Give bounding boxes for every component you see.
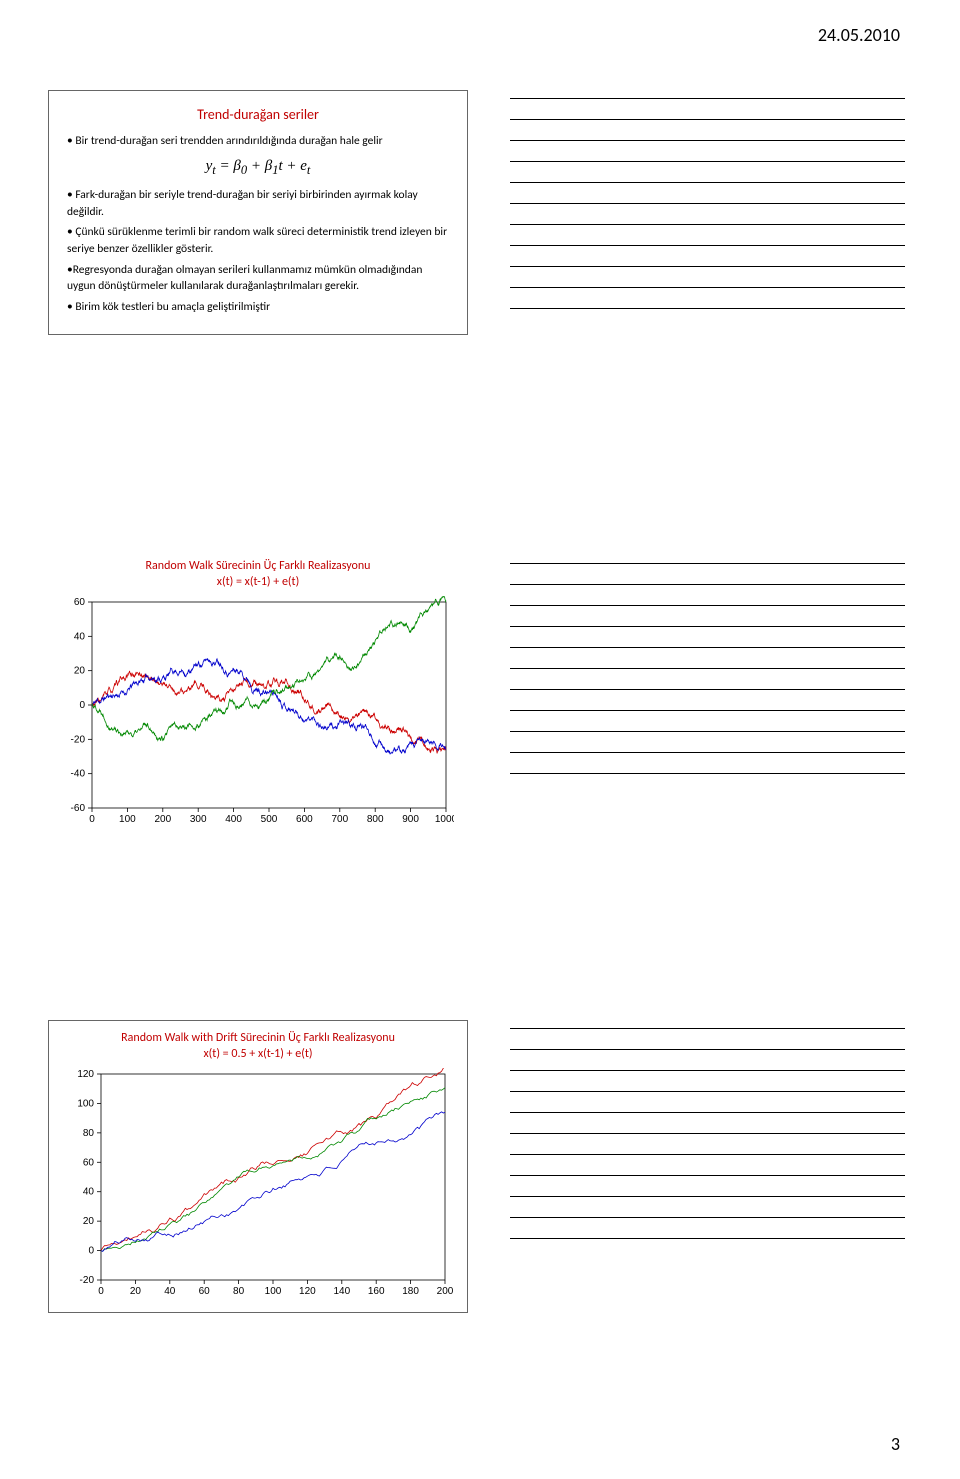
svg-text:80: 80 — [83, 1128, 95, 1139]
svg-text:160: 160 — [368, 1286, 385, 1297]
svg-text:100: 100 — [265, 1286, 282, 1297]
notes-block-1 — [510, 90, 905, 309]
chart-1-svg: -60-40-200204060010020030040050060070080… — [54, 596, 454, 826]
svg-text:40: 40 — [83, 1187, 95, 1198]
slide-1-bullet-5: • Birim kök testleri bu amaçla geliştiri… — [67, 299, 449, 316]
chart-1-title: Random Walk Sürecinin Üç Farklı Realizas… — [54, 559, 462, 590]
svg-text:-60: -60 — [71, 803, 86, 814]
svg-text:-20: -20 — [71, 735, 86, 746]
svg-text:300: 300 — [190, 814, 207, 825]
svg-text:100: 100 — [119, 814, 136, 825]
svg-text:800: 800 — [367, 814, 384, 825]
notes-block-3 — [510, 1020, 905, 1239]
svg-text:20: 20 — [74, 666, 86, 677]
svg-text:700: 700 — [331, 814, 348, 825]
svg-text:200: 200 — [154, 814, 171, 825]
chart-1-title-line1: Random Walk Sürecinin Üç Farklı Realizas… — [146, 559, 371, 573]
chart-2-title-line2: x(t) = 0.5 + x(t-1) + e(t) — [203, 1047, 312, 1061]
svg-text:60: 60 — [74, 597, 86, 608]
chart-2-title: Random Walk with Drift Sürecinin Üç Fark… — [63, 1031, 453, 1062]
svg-text:120: 120 — [299, 1286, 316, 1297]
svg-text:20: 20 — [130, 1286, 142, 1297]
chart-2-svg: -200204060801001200204060801001201401601… — [63, 1068, 453, 1298]
svg-text:0: 0 — [98, 1286, 104, 1297]
svg-text:100: 100 — [77, 1099, 94, 1110]
svg-text:60: 60 — [199, 1286, 211, 1297]
slide-1-equation: yt = β0 + β1t + et — [67, 156, 449, 179]
svg-text:600: 600 — [296, 814, 313, 825]
svg-text:0: 0 — [89, 814, 95, 825]
slide-1-title: Trend-durağan seriler — [67, 105, 449, 125]
svg-text:400: 400 — [225, 814, 242, 825]
svg-text:900: 900 — [402, 814, 419, 825]
svg-text:-40: -40 — [71, 769, 86, 780]
slide-1-bullet-1: • Bir trend-durağan seri trendden arındı… — [67, 133, 449, 150]
svg-text:80: 80 — [233, 1286, 245, 1297]
svg-text:500: 500 — [261, 814, 278, 825]
svg-text:1000: 1000 — [435, 814, 454, 825]
chart-2-title-line1: Random Walk with Drift Sürecinin Üç Fark… — [121, 1031, 395, 1045]
svg-text:140: 140 — [333, 1286, 350, 1297]
chart-2: Random Walk with Drift Sürecinin Üç Fark… — [48, 1020, 468, 1313]
page-number: 3 — [891, 1433, 900, 1455]
notes-block-2 — [510, 555, 905, 774]
svg-text:0: 0 — [88, 1246, 94, 1257]
chart-1-title-line2: x(t) = x(t-1) + e(t) — [217, 575, 299, 589]
svg-text:180: 180 — [402, 1286, 419, 1297]
svg-text:120: 120 — [77, 1069, 94, 1080]
svg-text:200: 200 — [437, 1286, 453, 1297]
svg-text:40: 40 — [164, 1286, 176, 1297]
svg-text:-20: -20 — [80, 1275, 95, 1286]
date-header: 24.05.2010 — [818, 24, 900, 46]
chart-1: Random Walk Sürecinin Üç Farklı Realizas… — [48, 555, 468, 832]
svg-text:40: 40 — [74, 632, 86, 643]
svg-text:20: 20 — [83, 1216, 95, 1227]
svg-text:0: 0 — [79, 700, 85, 711]
slide-1: Trend-durağan seriler • Bir trend-durağa… — [48, 90, 468, 335]
slide-1-bullet-3: • Çünkü sürüklenme terimli bir random wa… — [67, 224, 449, 257]
slide-1-bullet-2: • Fark-durağan bir seriyle trend-durağan… — [67, 187, 449, 220]
slide-1-bullet-4: •Regresyonda durağan olmayan serileri ku… — [67, 262, 449, 295]
svg-text:60: 60 — [83, 1157, 95, 1168]
